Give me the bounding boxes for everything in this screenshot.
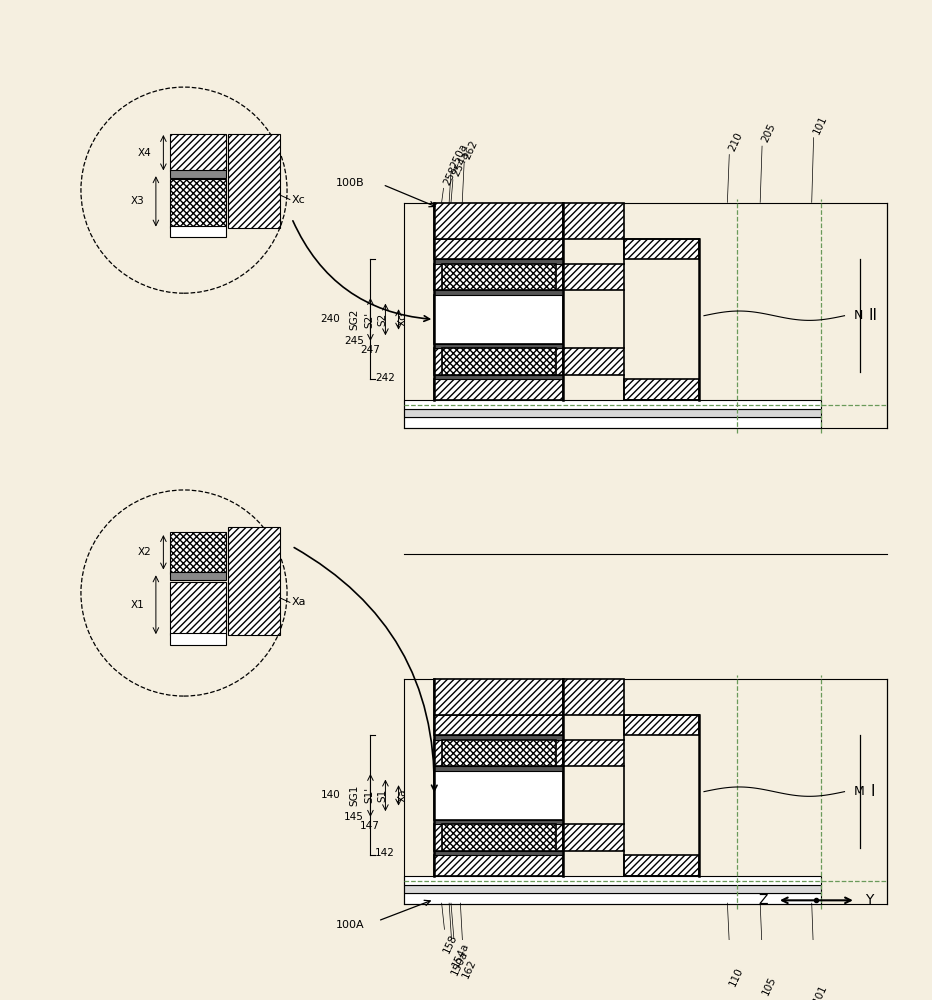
Bar bbox=[442, 348, 556, 375]
Bar bbox=[564, 264, 624, 290]
Text: Xa: Xa bbox=[398, 789, 408, 802]
Text: 150a: 150a bbox=[449, 949, 469, 977]
Text: 205: 205 bbox=[761, 122, 777, 144]
Bar bbox=[404, 885, 821, 893]
Bar bbox=[434, 820, 564, 824]
Bar bbox=[434, 375, 564, 379]
Text: X1: X1 bbox=[130, 600, 144, 610]
Text: 240: 240 bbox=[321, 314, 340, 324]
Text: 110: 110 bbox=[727, 966, 745, 988]
Text: X4: X4 bbox=[137, 148, 151, 158]
Bar bbox=[434, 379, 564, 400]
Bar bbox=[228, 134, 280, 228]
Bar bbox=[434, 766, 564, 771]
Bar bbox=[434, 295, 564, 344]
Text: Xc: Xc bbox=[292, 195, 306, 205]
Text: X2: X2 bbox=[137, 547, 151, 557]
Bar bbox=[434, 735, 564, 740]
Text: Xa: Xa bbox=[292, 597, 307, 607]
Bar bbox=[564, 348, 624, 375]
Bar bbox=[434, 239, 564, 259]
Bar bbox=[624, 715, 699, 735]
Text: 262: 262 bbox=[462, 139, 480, 161]
Text: X3: X3 bbox=[130, 196, 144, 206]
Text: S2: S2 bbox=[377, 313, 388, 326]
Text: I: I bbox=[870, 784, 875, 799]
Bar bbox=[624, 855, 699, 876]
Bar bbox=[434, 715, 564, 735]
Text: 100A: 100A bbox=[336, 920, 364, 930]
Bar bbox=[564, 679, 624, 715]
Bar bbox=[434, 679, 564, 715]
Ellipse shape bbox=[81, 490, 287, 696]
Text: 254a: 254a bbox=[451, 150, 472, 178]
Text: S2': S2' bbox=[364, 311, 374, 328]
Bar bbox=[564, 740, 624, 766]
Text: 140: 140 bbox=[321, 790, 340, 800]
Bar bbox=[434, 855, 564, 876]
Bar bbox=[434, 740, 564, 766]
Bar bbox=[404, 409, 821, 417]
Bar bbox=[170, 226, 226, 237]
Bar bbox=[442, 824, 556, 851]
Bar bbox=[170, 633, 226, 645]
Ellipse shape bbox=[81, 87, 287, 293]
Bar bbox=[564, 824, 624, 851]
Text: 142: 142 bbox=[375, 848, 395, 858]
Text: M: M bbox=[854, 785, 865, 798]
Bar bbox=[434, 824, 564, 851]
Text: 250a: 250a bbox=[449, 142, 469, 170]
Bar bbox=[170, 170, 226, 178]
Text: 258: 258 bbox=[442, 164, 459, 186]
Text: 145: 145 bbox=[344, 812, 363, 822]
Text: 162: 162 bbox=[460, 957, 478, 980]
Bar bbox=[434, 348, 564, 375]
Text: 247: 247 bbox=[360, 345, 380, 355]
Bar bbox=[624, 239, 699, 259]
Bar bbox=[170, 134, 226, 171]
Bar bbox=[434, 344, 564, 348]
Text: 101: 101 bbox=[812, 114, 829, 136]
Bar bbox=[434, 259, 564, 264]
Text: 105: 105 bbox=[761, 974, 777, 996]
Bar bbox=[434, 203, 564, 239]
Text: Xc: Xc bbox=[398, 313, 408, 326]
Text: 101: 101 bbox=[812, 983, 829, 1000]
Text: SG1: SG1 bbox=[350, 785, 359, 806]
Text: 158: 158 bbox=[442, 932, 459, 954]
Bar bbox=[624, 379, 699, 400]
Bar bbox=[442, 740, 556, 766]
Text: S1': S1' bbox=[364, 787, 374, 803]
Bar bbox=[434, 264, 564, 290]
Bar bbox=[442, 264, 556, 290]
Text: 154a: 154a bbox=[451, 941, 472, 969]
Text: 245: 245 bbox=[344, 336, 363, 346]
Bar bbox=[434, 771, 564, 820]
Bar bbox=[170, 532, 226, 574]
Text: 210: 210 bbox=[727, 131, 745, 153]
Text: 100B: 100B bbox=[336, 178, 364, 188]
Text: N: N bbox=[854, 309, 863, 322]
Text: Y: Y bbox=[865, 893, 873, 907]
Bar bbox=[170, 572, 226, 580]
Text: 147: 147 bbox=[360, 821, 380, 831]
Bar bbox=[170, 582, 226, 635]
Bar bbox=[228, 527, 280, 635]
Bar bbox=[564, 203, 624, 239]
Text: SG2: SG2 bbox=[350, 309, 359, 330]
Bar bbox=[404, 417, 821, 428]
Text: II: II bbox=[868, 308, 877, 323]
Text: S1: S1 bbox=[377, 789, 388, 802]
Bar bbox=[404, 876, 821, 885]
Bar bbox=[434, 290, 564, 295]
Bar bbox=[404, 400, 821, 409]
Bar bbox=[434, 851, 564, 855]
Text: Z: Z bbox=[758, 893, 768, 907]
Bar bbox=[404, 893, 821, 904]
Bar bbox=[170, 179, 226, 228]
Text: 242: 242 bbox=[375, 373, 395, 383]
